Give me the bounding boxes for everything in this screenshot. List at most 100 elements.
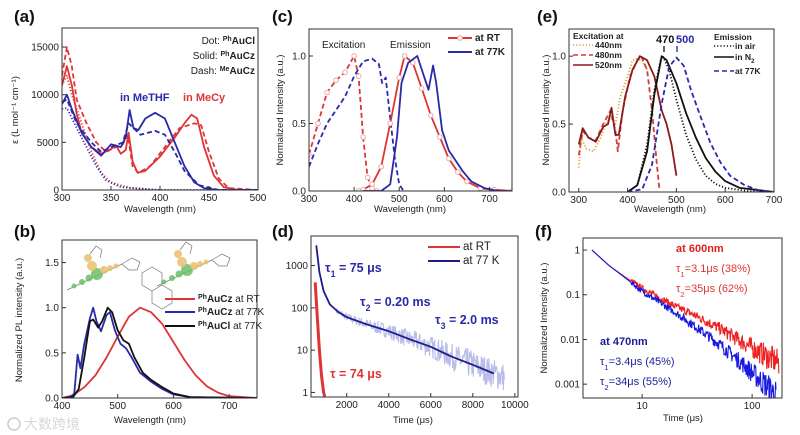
text-span: at 470nm	[600, 336, 648, 348]
legend-entry: Solid: PhAuCz	[193, 51, 255, 63]
annotation: τ3 = 2.0 ms	[435, 313, 499, 331]
orbital-lobe	[84, 254, 92, 262]
x-tick-label: 500	[668, 195, 685, 206]
panel-b: (b) 400 500 600 700 0.0 0.5 1.0 1.5 Wavelength (n…	[14, 222, 265, 426]
legend-entry: in N2	[735, 52, 755, 65]
noisy-data-line	[591, 249, 777, 398]
y-axis-label: ε (L mol⁻¹ cm⁻¹)	[10, 76, 21, 144]
data-line	[627, 56, 774, 192]
data-point	[355, 73, 362, 79]
data-line	[363, 55, 512, 191]
legend-entry: in air	[735, 41, 756, 51]
panel-d: (d) 2000 4000 6000 8000 10000 1 10 100 1000 Time (…	[272, 222, 529, 426]
panel-c: (c) 300 400 500 600 700 0.0 0.5 1.0 Wavelength (n…	[272, 7, 513, 215]
annotation: 470	[656, 34, 674, 46]
series-meaucz-in-methf	[62, 98, 258, 190]
x-tick-label: 300	[570, 195, 587, 206]
data-point	[419, 85, 425, 92]
data-line	[62, 93, 258, 190]
data-line	[577, 58, 648, 168]
panel-label: (b)	[14, 222, 36, 241]
series-excitation-at-440nm	[577, 58, 648, 168]
orbital-lobe	[197, 261, 203, 267]
text-span: 480nm	[595, 50, 622, 60]
plot-frame	[568, 28, 775, 193]
text-span: τ	[600, 356, 605, 368]
data-line	[62, 74, 258, 190]
panel-label: (f)	[535, 222, 552, 241]
text-span: =34μs (55%)	[609, 376, 672, 388]
legend-marker	[457, 35, 463, 41]
annotation: τ2=35μs (62%)	[676, 283, 748, 299]
orbital-lobe	[71, 283, 77, 289]
series-excitation-at-520nm	[577, 55, 678, 176]
text-span: at RT	[233, 294, 260, 305]
x-tick-label: 700	[766, 195, 783, 206]
orbital-lobe	[113, 263, 119, 269]
molecular-orbital-images	[66, 241, 231, 310]
subscript: 1	[331, 269, 336, 279]
legend-entry: PhAuCz at RT	[198, 294, 260, 306]
data-line	[62, 306, 257, 398]
data-point	[360, 186, 366, 191]
text-span: AuCz	[207, 307, 233, 318]
legend: at RT at 77K	[448, 33, 506, 58]
x-tick-label: 300	[301, 194, 318, 205]
series-excitation-at-rt	[309, 53, 380, 191]
legend-entry: PhAuCl at 77K	[198, 321, 262, 333]
data-point	[315, 120, 321, 127]
orbital-lobe	[85, 274, 93, 282]
data-line	[577, 55, 661, 188]
data-point	[369, 181, 375, 187]
x-tick-label: 6000	[420, 400, 443, 411]
text-span: AuCz	[207, 294, 233, 305]
x-axis-label: Wavelength (nm)	[374, 204, 446, 215]
text-span: τ	[360, 295, 366, 309]
orbital-lobe	[87, 261, 97, 271]
y-axis-label: Normalized PL intensity (a.u.)	[14, 258, 25, 382]
legend-entry: at 77 K	[463, 255, 500, 267]
orbital-lobe	[161, 279, 167, 285]
subscript: 1	[604, 363, 608, 372]
molecule-orbital-image	[66, 245, 141, 291]
plot-frame	[61, 239, 258, 399]
x-tick-label: 450	[201, 193, 218, 204]
x-axis-label: Time (μs)	[393, 415, 433, 426]
x-tick-label: 300	[54, 193, 71, 204]
text-span: =35μs (62%)	[685, 283, 748, 295]
subscript: 1	[680, 270, 684, 279]
text-span: at 77 K	[463, 255, 500, 267]
series-at-77-k	[315, 245, 495, 375]
orbital-lobe	[203, 259, 209, 265]
data-line	[62, 98, 258, 190]
series-excitation-at-77k	[309, 57, 405, 191]
series-excitation-at-480nm	[577, 55, 661, 188]
data-line	[62, 46, 258, 190]
text-span: τ	[325, 261, 331, 275]
panel-e: (e) 300 400 500 600 700 0.0 0.5 1.0 Wavelength (n…	[537, 7, 783, 215]
text-span: τ	[435, 313, 441, 327]
data-point	[464, 178, 470, 185]
subscript: 3	[441, 321, 446, 331]
text-span: τ	[676, 283, 681, 295]
y-tick-label: 1	[574, 246, 580, 257]
data-point	[364, 174, 371, 181]
orbital-lobe	[100, 266, 108, 274]
x-tick-label: 8000	[462, 400, 485, 411]
y-tick-label: 10000	[31, 90, 59, 101]
text-span: in N	[735, 52, 751, 62]
x-tick-label: 10	[637, 401, 649, 412]
series-phaucl-at-77k	[62, 306, 257, 398]
series-meaucz-in-mecy	[62, 46, 258, 190]
text-span: τ	[600, 376, 605, 388]
series-phaucz-at-77k	[62, 306, 257, 398]
y-tick-label: 1.0	[292, 52, 306, 63]
series-emission-at-rt	[355, 53, 512, 191]
legend-entry: at 77K	[735, 66, 761, 76]
data-line	[62, 107, 258, 190]
annotation: in MeTHF	[120, 92, 170, 104]
x-tick-label: 400	[152, 193, 169, 204]
